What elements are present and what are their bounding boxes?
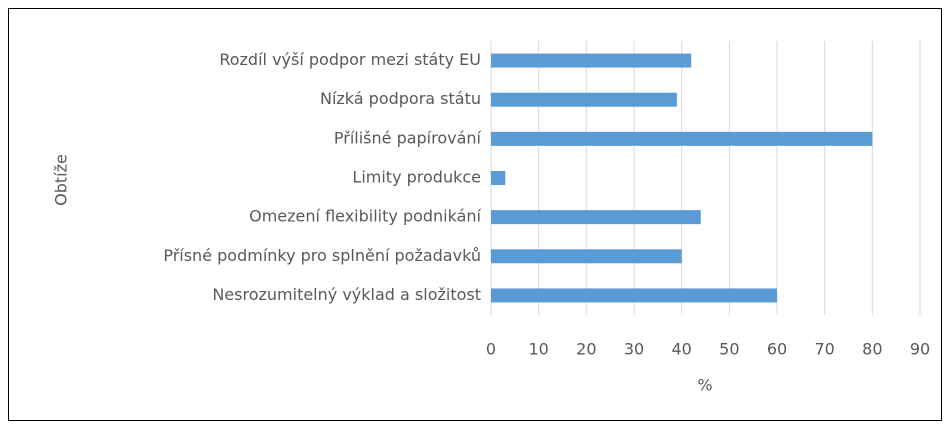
x-tick-label: 60 <box>767 340 787 359</box>
x-tick-label: 90 <box>910 340 930 359</box>
y-tick-label: Omezení flexibility podnikání <box>249 207 481 226</box>
y-tick-label: Limity produkce <box>352 168 481 187</box>
y-tick-label: Přílišné papírování <box>334 128 482 147</box>
bar <box>491 249 682 264</box>
bar <box>491 171 506 185</box>
y-tick-label: Nesrozumitelný výklad a složitost <box>212 285 481 304</box>
bar <box>491 210 701 225</box>
x-tick-label: 70 <box>814 340 834 359</box>
y-tick-label: Přísné podmínky pro splnění požadavků <box>163 246 481 265</box>
x-tick-label: 20 <box>576 340 596 359</box>
x-tick-label: 40 <box>671 340 691 359</box>
y-axis-label: Obtíže <box>52 154 71 206</box>
bar <box>491 131 873 146</box>
x-axis-label: % <box>697 376 712 395</box>
bar <box>491 92 677 107</box>
bar <box>491 53 692 68</box>
x-tick-label: 80 <box>862 340 882 359</box>
x-tick-label: 10 <box>528 340 548 359</box>
y-tick-label: Nízká podpora státu <box>320 89 481 108</box>
bar <box>491 288 777 303</box>
y-tick-label: Rozdíl výší podpor mezi státy EU <box>219 50 481 69</box>
x-tick-label: 50 <box>719 340 739 359</box>
chart-border <box>8 8 942 421</box>
x-tick-label: 30 <box>624 340 644 359</box>
x-tick-label: 0 <box>486 340 496 359</box>
